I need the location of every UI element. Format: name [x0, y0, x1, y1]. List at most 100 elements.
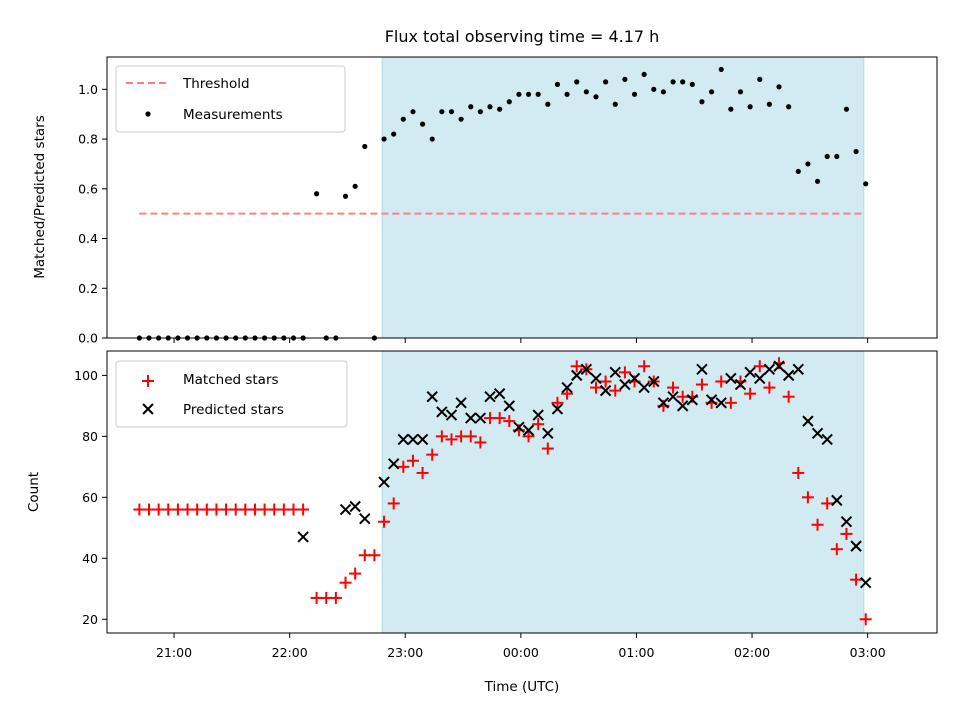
matched-star-marker: [561, 387, 574, 400]
predicted-star-marker: [426, 391, 438, 403]
predicted-star-marker: [840, 516, 853, 528]
matched-star-marker: [570, 360, 583, 373]
measurement-point: [786, 104, 792, 110]
matched-star-marker: [406, 454, 419, 467]
predicted-star-marker: [628, 372, 641, 385]
measurement-point: [728, 106, 734, 112]
measurement-point: [853, 148, 859, 155]
matched-stars-legend-label: Matched stars: [183, 372, 279, 388]
predicted-star-marker: [493, 387, 506, 400]
matched-star-marker: [859, 613, 872, 626]
measurement-point: [757, 76, 763, 82]
measurement-point: [448, 109, 455, 115]
top-y-tick-label: 1.0: [78, 82, 98, 97]
x-tick-label: 23:00: [387, 645, 423, 660]
predicted-star-marker: [599, 384, 612, 397]
measurement-point: [545, 101, 551, 107]
predicted-star-marker: [513, 421, 525, 433]
figure-title: Flux total observing time = 4.17 h: [385, 27, 660, 46]
predicted-star-marker: [754, 372, 766, 385]
matched-star-marker: [464, 430, 477, 443]
matched-star-marker: [297, 503, 310, 516]
top-observing-window: [381, 56, 865, 339]
matched-star-marker: [850, 573, 863, 586]
matched-star-marker: [426, 448, 439, 461]
matched-star-marker: [532, 418, 545, 431]
predicted-star-marker: [532, 409, 544, 421]
matched-star-marker: [339, 576, 352, 589]
predicted-star-marker: [860, 576, 872, 589]
matched-star-marker: [753, 360, 766, 373]
predicted-star-marker: [744, 366, 756, 379]
predicted-star-marker: [667, 391, 679, 403]
measurement-point: [429, 136, 435, 142]
bottom-plot-frame: [106, 350, 938, 634]
measurement-point: [487, 104, 493, 110]
measurement-point: [863, 181, 869, 187]
bottom-y-tick-label: 80: [82, 429, 98, 444]
matched-star-marker: [522, 430, 535, 443]
predicted-star-marker: [686, 394, 699, 406]
predicted-star-marker: [542, 427, 554, 440]
measurement-point: [699, 99, 705, 105]
measurement-point: [689, 81, 695, 87]
matched-star-marker: [811, 518, 824, 531]
measurement-point: [439, 109, 445, 115]
predicted-star-marker: [782, 369, 795, 382]
matched-star-marker: [435, 430, 448, 443]
matched-star-marker: [667, 381, 680, 394]
bottom-panel: 20 40 60 80 100 21:00 22:00 23:00 00:00 01:00 02:0…: [26, 350, 938, 660]
measurement-point: [737, 89, 744, 95]
x-tick-label: 03:00: [850, 645, 886, 660]
matched-star-marker: [397, 460, 410, 473]
measurement-point: [419, 121, 426, 127]
predicted-star-marker: [802, 415, 814, 427]
measurement-point: [468, 104, 474, 110]
predicted-star-marker: [561, 381, 573, 394]
predicted-star-marker: [705, 394, 718, 406]
x-tick-label: 22:00: [272, 645, 308, 660]
predicted-star-marker: [522, 424, 535, 436]
measurement-point: [612, 101, 618, 107]
top-y-tick-label: 0.8: [78, 132, 98, 147]
predicted-star-marker: [619, 378, 631, 391]
x-tick-label: 21:00: [156, 645, 192, 660]
matched-star-marker: [840, 527, 853, 540]
bottom-observing-window: [381, 350, 865, 634]
measurement-point: [776, 84, 782, 90]
measurement-point: [670, 79, 676, 85]
measurement-point: [342, 193, 349, 199]
x-tick-label: 02:00: [734, 645, 770, 660]
predicted-star-marker: [725, 372, 737, 385]
predicted-star-marker: [378, 476, 390, 488]
measurement-point: [805, 161, 811, 167]
matched-star-marker: [821, 497, 834, 510]
top-panel: 0.0 0.2 0.4 0.6 0.8 1.0 Matched/Predicted sta…: [32, 56, 938, 346]
predicted-star-marker: [609, 366, 621, 379]
predicted-stars-legend-label: Predicted stars: [183, 402, 284, 418]
predicted-star-marker: [590, 372, 602, 385]
predicted-star-marker: [696, 363, 708, 375]
measurement-point: [497, 106, 503, 112]
top-y-tick-label: 0.6: [78, 181, 98, 196]
measurement-point: [506, 99, 512, 105]
predicted-star-marker: [773, 360, 785, 372]
matched-star-marker: [378, 515, 391, 528]
x-tick-label: 01:00: [618, 645, 654, 660]
measurement-point: [795, 168, 801, 174]
measurement-point: [583, 89, 589, 95]
matched-stars-legend-swatch: [142, 375, 154, 387]
measurement-point: [631, 91, 638, 97]
measurement-point: [516, 91, 522, 97]
matched-star-marker: [541, 442, 554, 455]
measurement-point: [400, 116, 406, 122]
matched-star-marker: [474, 436, 487, 449]
predicted-star-marker: [811, 427, 824, 440]
predicted-star-marker: [503, 400, 515, 412]
measurement-point: [458, 116, 464, 122]
measurement-point: [410, 109, 416, 115]
matched-star-marker: [618, 366, 631, 379]
predicted-star-marker: [551, 403, 564, 415]
matched-star-marker: [416, 466, 429, 479]
